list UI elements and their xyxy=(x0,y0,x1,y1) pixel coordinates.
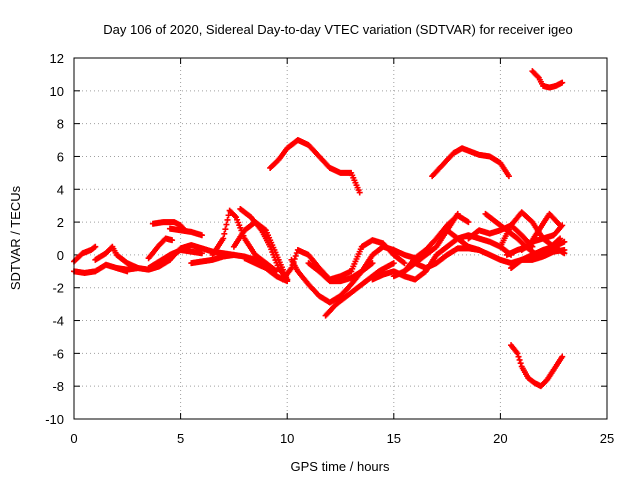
series-track-28 xyxy=(444,227,525,267)
y-tick-label: 2 xyxy=(57,215,64,230)
series-track-21 xyxy=(348,237,408,275)
data-point xyxy=(221,230,228,237)
data-point xyxy=(557,235,564,242)
data-point xyxy=(169,237,176,244)
data-point xyxy=(516,356,523,363)
series-track-11 xyxy=(209,207,280,275)
data-point xyxy=(220,235,227,242)
data-point xyxy=(556,221,563,228)
series-track-14 xyxy=(241,255,291,285)
x-tick-label: 10 xyxy=(280,431,294,446)
data-point xyxy=(292,253,299,260)
y-tick-label: 0 xyxy=(57,248,64,263)
plot-frame xyxy=(73,57,608,420)
data-series xyxy=(71,68,568,390)
y-tick-label: -10 xyxy=(45,412,64,427)
x-tick-label: 5 xyxy=(177,431,184,446)
data-point xyxy=(534,73,541,80)
data-point xyxy=(559,79,566,86)
data-point xyxy=(505,173,512,180)
axis-ticks: -10 -8 -6 -4 -2 0 2 4 6 8 10 12 0 5 10 15 20 25 xyxy=(45,51,614,446)
y-tick-label: -8 xyxy=(52,379,64,394)
data-point xyxy=(390,260,397,267)
data-point xyxy=(514,350,521,357)
data-point xyxy=(561,238,568,245)
chart-title: Day 106 of 2020, Sidereal Day-to-day VTE… xyxy=(103,22,572,37)
data-point xyxy=(92,243,99,250)
data-point xyxy=(517,360,524,367)
series-track-19 xyxy=(322,260,397,319)
y-axis-label: SDTVAR / TECUs xyxy=(8,185,23,290)
data-point xyxy=(368,260,375,267)
data-point xyxy=(557,222,564,229)
series-track-24 xyxy=(401,212,472,275)
series-track-35 xyxy=(518,246,568,263)
x-tick-label: 25 xyxy=(600,431,614,446)
series-track-36 xyxy=(508,342,566,390)
y-tick-label: -6 xyxy=(52,346,64,361)
data-point xyxy=(465,219,472,226)
data-point xyxy=(91,244,98,251)
y-tick-label: 6 xyxy=(57,149,64,164)
series-track-26 xyxy=(429,145,512,180)
series-track-5 xyxy=(145,235,176,262)
data-point xyxy=(561,246,568,253)
y-tick-label: 12 xyxy=(50,51,64,66)
series-track-37 xyxy=(529,68,566,91)
series-track-7 xyxy=(166,225,205,239)
x-tick-label: 15 xyxy=(387,431,401,446)
x-tick-label: 0 xyxy=(70,431,77,446)
y-tick-label: -4 xyxy=(52,314,64,329)
y-tick-label: 8 xyxy=(57,117,64,132)
data-point xyxy=(284,278,291,285)
x-axis-label: GPS time / hours xyxy=(291,459,390,474)
series-track-31 xyxy=(497,209,566,250)
data-point xyxy=(198,232,205,239)
x-tick-label: 20 xyxy=(493,431,507,446)
data-point xyxy=(401,260,408,267)
data-point xyxy=(225,212,232,219)
series-track-17 xyxy=(288,256,344,306)
data-point xyxy=(515,353,522,360)
data-point xyxy=(231,213,238,220)
series-track-2 xyxy=(71,243,99,265)
data-point xyxy=(369,260,376,267)
data-point xyxy=(400,259,407,266)
data-point xyxy=(356,189,363,196)
y-tick-label: 10 xyxy=(50,84,64,99)
y-tick-label: 4 xyxy=(57,182,64,197)
data-point xyxy=(223,221,230,228)
data-point xyxy=(559,353,566,360)
y-tick-label: -2 xyxy=(52,281,64,296)
series-track-13 xyxy=(237,205,291,283)
data-point xyxy=(224,216,231,223)
data-point xyxy=(222,226,229,233)
series-track-15 xyxy=(267,137,363,196)
